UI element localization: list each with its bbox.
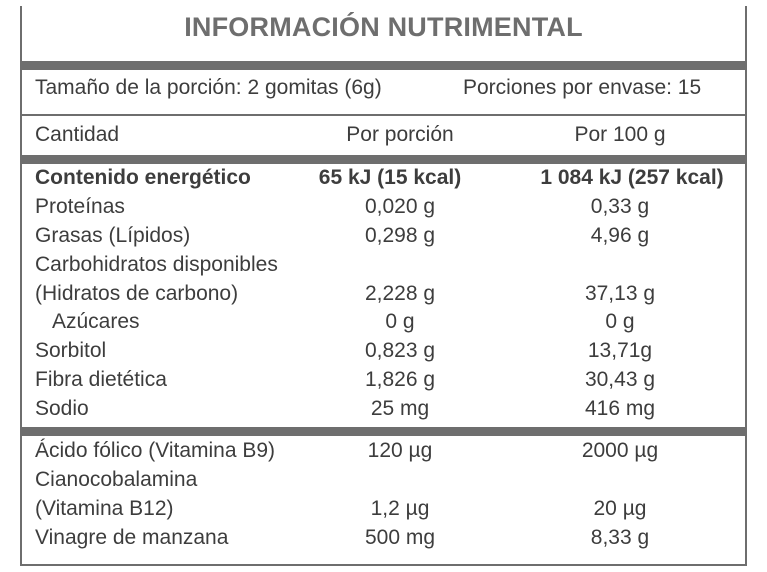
nutrient-per-100g: 37,13 g [584, 282, 656, 305]
nutrient-name: Fibra dietética [35, 368, 167, 391]
nutrient-per-serving: 2,228 g [364, 282, 436, 305]
extra-per-serving: 120 µg [367, 439, 433, 462]
extra-per-serving: 500 mg [364, 526, 436, 549]
header-per-100g: Por 100 g [574, 123, 666, 146]
nutrient-per-serving: 0,823 g [364, 339, 436, 362]
nutrient-name: Carbohidratos disponibles [35, 253, 278, 276]
extra-name-line2: (Vitamina B12) [35, 497, 174, 520]
nutrient-per-100g: 1 084 kJ (257 kcal) [540, 166, 724, 189]
nutrient-per-100g: 30,43 g [584, 368, 656, 391]
extra-per-100g: 2000 µg [581, 439, 659, 462]
header-amount: Cantidad [35, 123, 120, 146]
nutrition-panel [20, 6, 747, 566]
nutrient-per-100g: 4,96 g [590, 224, 650, 247]
extra-per-serving: 1,2 µg [370, 497, 430, 520]
nutrient-per-serving: 1,826 g [364, 368, 436, 391]
nutrient-per-serving: 0,298 g [364, 224, 436, 247]
nutrient-name-line2: (Hidratos de carbono) [35, 282, 239, 305]
extra-per-100g: 8,33 g [590, 526, 650, 549]
divider-header [20, 155, 747, 164]
extra-name: Vinagre de manzana [35, 526, 229, 549]
serving-size: Tamaño de la porción: 2 gomitas (6g) [35, 76, 382, 99]
header-per-serving: Por porción [346, 123, 454, 146]
nutrient-per-serving: 0 g [385, 310, 415, 333]
nutrient-name: Proteínas [35, 195, 125, 218]
nutrient-per-100g: 416 mg [584, 397, 656, 420]
nutrient-name: Sorbitol [35, 339, 107, 362]
nutrient-name: Contenido energético [35, 166, 251, 189]
divider-extras [20, 427, 747, 436]
divider-serving [20, 114, 747, 116]
nutrient-name: Sodio [35, 397, 89, 420]
extra-name: Ácido fólico (Vitamina B9) [35, 439, 276, 462]
nutrient-name: Grasas (Lípidos) [35, 224, 191, 247]
nutrient-name: Azúcares [52, 310, 140, 333]
servings-per-container: Porciones por envase: 15 [463, 76, 702, 99]
extra-per-100g: 20 µg [593, 497, 647, 520]
nutrient-per-serving: 25 mg [370, 397, 430, 420]
nutrient-per-100g: 0 g [605, 310, 635, 333]
nutrient-per-serving: 65 kJ (15 kcal) [318, 166, 462, 189]
nutrient-per-100g: 0,33 g [590, 195, 650, 218]
divider-top [20, 61, 747, 70]
panel-title: INFORMACIÓN NUTRIMENTAL [184, 12, 583, 42]
nutrient-per-serving: 0,020 g [364, 195, 436, 218]
nutrient-per-100g: 13,71g [587, 339, 653, 362]
extra-name: Cianocobalamina [35, 468, 198, 491]
